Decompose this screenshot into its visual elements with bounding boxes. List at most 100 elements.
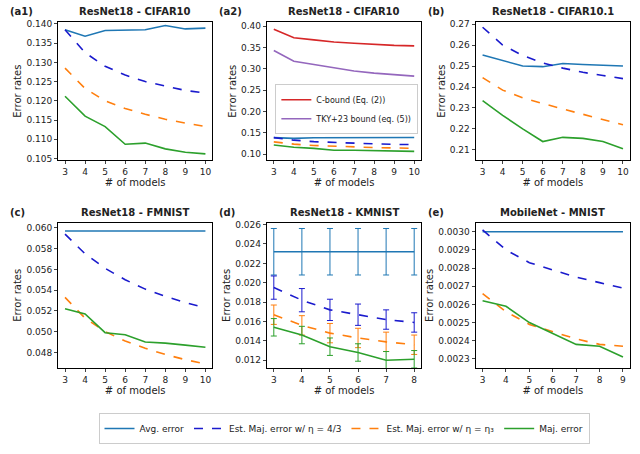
svg-text:Error rates: Error rates — [12, 65, 23, 118]
svg-text:4: 4 — [500, 167, 506, 177]
svg-text:0.21: 0.21 — [450, 145, 470, 155]
svg-text:Maj. error: Maj. error — [539, 424, 583, 434]
svg-text:# of models: # of models — [105, 177, 166, 188]
svg-text:(a2): (a2) — [219, 6, 242, 17]
svg-text:0.140: 0.140 — [26, 19, 52, 29]
svg-text:Error rates: Error rates — [424, 269, 435, 322]
svg-text:5: 5 — [102, 375, 108, 385]
svg-text:0.26: 0.26 — [450, 40, 470, 50]
svg-text:ResNet18 - CIFAR10.1: ResNet18 - CIFAR10.1 — [492, 6, 614, 17]
svg-text:5: 5 — [102, 167, 108, 177]
svg-text:0.056: 0.056 — [26, 265, 52, 275]
svg-text:(a1): (a1) — [10, 6, 33, 17]
svg-text:6: 6 — [122, 167, 128, 177]
svg-text:7: 7 — [573, 375, 579, 385]
svg-text:0.110: 0.110 — [26, 134, 52, 144]
svg-text:ResNet18 - CIFAR10: ResNet18 - CIFAR10 — [79, 6, 191, 17]
svg-text:0.23: 0.23 — [450, 103, 470, 113]
svg-text:3: 3 — [62, 167, 68, 177]
svg-text:9: 9 — [391, 167, 397, 177]
svg-text:8: 8 — [597, 375, 603, 385]
svg-text:9: 9 — [182, 167, 188, 177]
svg-text:0.050: 0.050 — [26, 327, 52, 337]
svg-text:4: 4 — [299, 375, 305, 385]
svg-text:6: 6 — [540, 167, 546, 177]
svg-text:4: 4 — [82, 167, 88, 177]
svg-text:10: 10 — [408, 167, 420, 177]
svg-text:0.022: 0.022 — [235, 259, 261, 269]
svg-text:# of models: # of models — [522, 385, 583, 396]
svg-text:5: 5 — [311, 167, 317, 177]
svg-text:0.0023: 0.0023 — [438, 354, 470, 364]
svg-text:3: 3 — [271, 167, 277, 177]
svg-text:0.25: 0.25 — [450, 61, 470, 71]
svg-text:3: 3 — [271, 375, 277, 385]
svg-text:0.25: 0.25 — [241, 85, 261, 95]
svg-text:ResNet18 - KMNIST: ResNet18 - KMNIST — [290, 207, 399, 218]
svg-text:0.15: 0.15 — [241, 128, 261, 138]
svg-text:0.0026: 0.0026 — [438, 300, 470, 310]
svg-text:8: 8 — [371, 167, 377, 177]
svg-text:Error rates: Error rates — [227, 65, 238, 118]
svg-text:5: 5 — [327, 375, 333, 385]
svg-text:0.20: 0.20 — [241, 107, 261, 117]
svg-text:7: 7 — [560, 167, 566, 177]
svg-text:7: 7 — [142, 167, 148, 177]
svg-text:7: 7 — [383, 375, 389, 385]
svg-text:# of models: # of models — [522, 177, 583, 188]
svg-text:0.130: 0.130 — [26, 58, 52, 68]
svg-text:9: 9 — [600, 167, 606, 177]
svg-text:6: 6 — [331, 167, 337, 177]
svg-text:Error rates: Error rates — [436, 65, 447, 118]
svg-text:0.35: 0.35 — [241, 43, 261, 53]
svg-text:0.018: 0.018 — [235, 297, 261, 307]
svg-text:0.24: 0.24 — [450, 82, 470, 92]
svg-text:10: 10 — [200, 375, 212, 385]
svg-text:# of models: # of models — [314, 385, 375, 396]
svg-text:Error rates: Error rates — [12, 269, 23, 322]
svg-text:0.120: 0.120 — [26, 96, 52, 106]
svg-text:0.060: 0.060 — [26, 223, 52, 233]
svg-text:8: 8 — [162, 375, 168, 385]
svg-text:0.052: 0.052 — [26, 306, 52, 316]
svg-text:10: 10 — [617, 167, 629, 177]
svg-text:(d): (d) — [219, 207, 235, 218]
svg-text:0.0030: 0.0030 — [438, 227, 470, 237]
svg-text:0.014: 0.014 — [235, 336, 261, 346]
svg-text:Est. Maj. error w/ η = 4/3: Est. Maj. error w/ η = 4/3 — [229, 424, 341, 434]
svg-text:0.020: 0.020 — [235, 278, 261, 288]
svg-text:0.40: 0.40 — [241, 21, 261, 31]
svg-text:Avg. error: Avg. error — [140, 424, 184, 434]
svg-text:0.10: 0.10 — [241, 149, 261, 159]
svg-text:0.115: 0.115 — [26, 115, 52, 125]
svg-text:ResNet18 - CIFAR10: ResNet18 - CIFAR10 — [288, 6, 400, 17]
svg-text:3: 3 — [62, 375, 68, 385]
svg-text:Est. Maj. error w/ η = η₃: Est. Maj. error w/ η = η₃ — [386, 424, 494, 434]
svg-text:0.22: 0.22 — [450, 124, 470, 134]
svg-text:0.0024: 0.0024 — [438, 336, 470, 346]
svg-text:0.0029: 0.0029 — [438, 245, 470, 255]
svg-text:(e): (e) — [428, 207, 444, 218]
svg-text:0.125: 0.125 — [26, 77, 52, 87]
svg-text:9: 9 — [620, 375, 626, 385]
svg-text:10: 10 — [200, 167, 212, 177]
svg-text:0.048: 0.048 — [26, 348, 52, 358]
svg-text:(b): (b) — [428, 6, 444, 17]
svg-text:6: 6 — [550, 375, 556, 385]
svg-text:0.135: 0.135 — [26, 38, 52, 48]
svg-text:MobileNet - MNIST: MobileNet - MNIST — [500, 207, 605, 218]
svg-text:9: 9 — [182, 375, 188, 385]
svg-text:5: 5 — [520, 167, 526, 177]
svg-text:8: 8 — [580, 167, 586, 177]
svg-text:0.0025: 0.0025 — [438, 318, 470, 328]
svg-text:C-bound (Eq. (2)): C-bound (Eq. (2)) — [316, 96, 385, 105]
svg-text:# of models: # of models — [105, 385, 166, 396]
svg-text:4: 4 — [82, 375, 88, 385]
svg-text:0.054: 0.054 — [26, 285, 52, 295]
svg-text:Error rates: Error rates — [221, 269, 232, 322]
svg-text:6: 6 — [355, 375, 361, 385]
svg-text:5: 5 — [527, 375, 533, 385]
svg-text:0.024: 0.024 — [235, 239, 261, 249]
svg-text:4: 4 — [291, 167, 297, 177]
svg-text:0.105: 0.105 — [26, 154, 52, 164]
